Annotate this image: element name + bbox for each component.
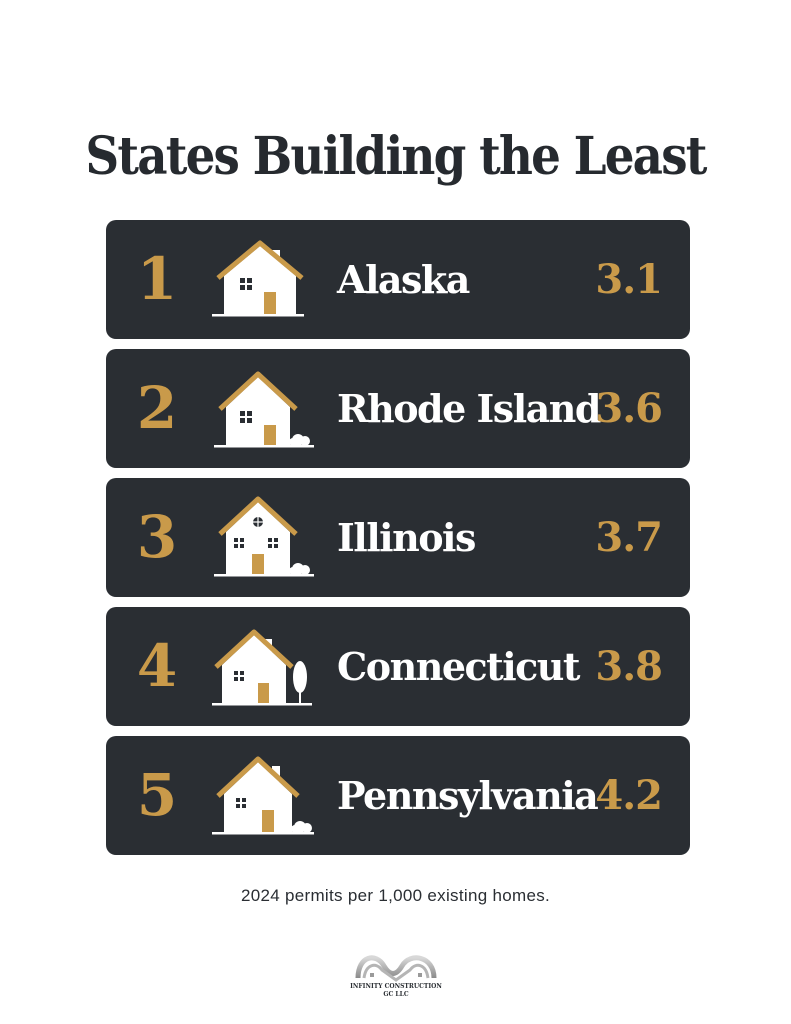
rank-number: 4 bbox=[136, 632, 178, 700]
ranking-card-5: 5 Pennsylvania 4.2 bbox=[106, 736, 690, 855]
house-chimney-icon bbox=[212, 240, 304, 317]
permit-value: 3.6 bbox=[595, 385, 663, 432]
house-bush-icon bbox=[214, 371, 314, 448]
ranking-card-4: 4 Connecticut 3.8 bbox=[106, 607, 690, 726]
permit-value: 3.8 bbox=[595, 643, 663, 690]
house-two-story-icon bbox=[214, 496, 314, 577]
logo-text-line2: GC LLC bbox=[383, 991, 409, 998]
permit-value: 3.1 bbox=[595, 256, 663, 303]
state-name: Rhode Island bbox=[337, 386, 601, 431]
state-name: Connecticut bbox=[337, 644, 580, 689]
footnote: 2024 permits per 1,000 existing homes. bbox=[240, 886, 551, 905]
rank-number: 1 bbox=[136, 245, 178, 313]
ranking-card-2: 2 Rhode Island 3.6 bbox=[106, 349, 690, 468]
logo-text-line1: INFINITY CONSTRUCTION bbox=[350, 983, 442, 990]
rank-number: 5 bbox=[136, 761, 178, 829]
permit-value: 3.7 bbox=[595, 514, 663, 561]
state-name: Illinois bbox=[337, 515, 476, 560]
permit-value: 4.2 bbox=[595, 772, 663, 819]
ranking-card-3: 3 Illinois 3.7 bbox=[106, 478, 690, 597]
state-name: Pennsylvania bbox=[337, 773, 599, 818]
rank-number: 2 bbox=[136, 374, 178, 442]
rank-number: 3 bbox=[136, 503, 178, 571]
house-chimney-bush-icon bbox=[212, 756, 314, 835]
ranking-card-1: 1 Alaska 3.1 bbox=[106, 220, 690, 339]
state-name: Alaska bbox=[337, 257, 470, 302]
house-tree-icon bbox=[212, 629, 312, 706]
company-logo: INFINITY CONSTRUCTION GC LLC bbox=[346, 946, 446, 1006]
page-title: States Building the Least bbox=[85, 126, 707, 187]
infinity-mountain-logo-icon bbox=[355, 955, 437, 982]
